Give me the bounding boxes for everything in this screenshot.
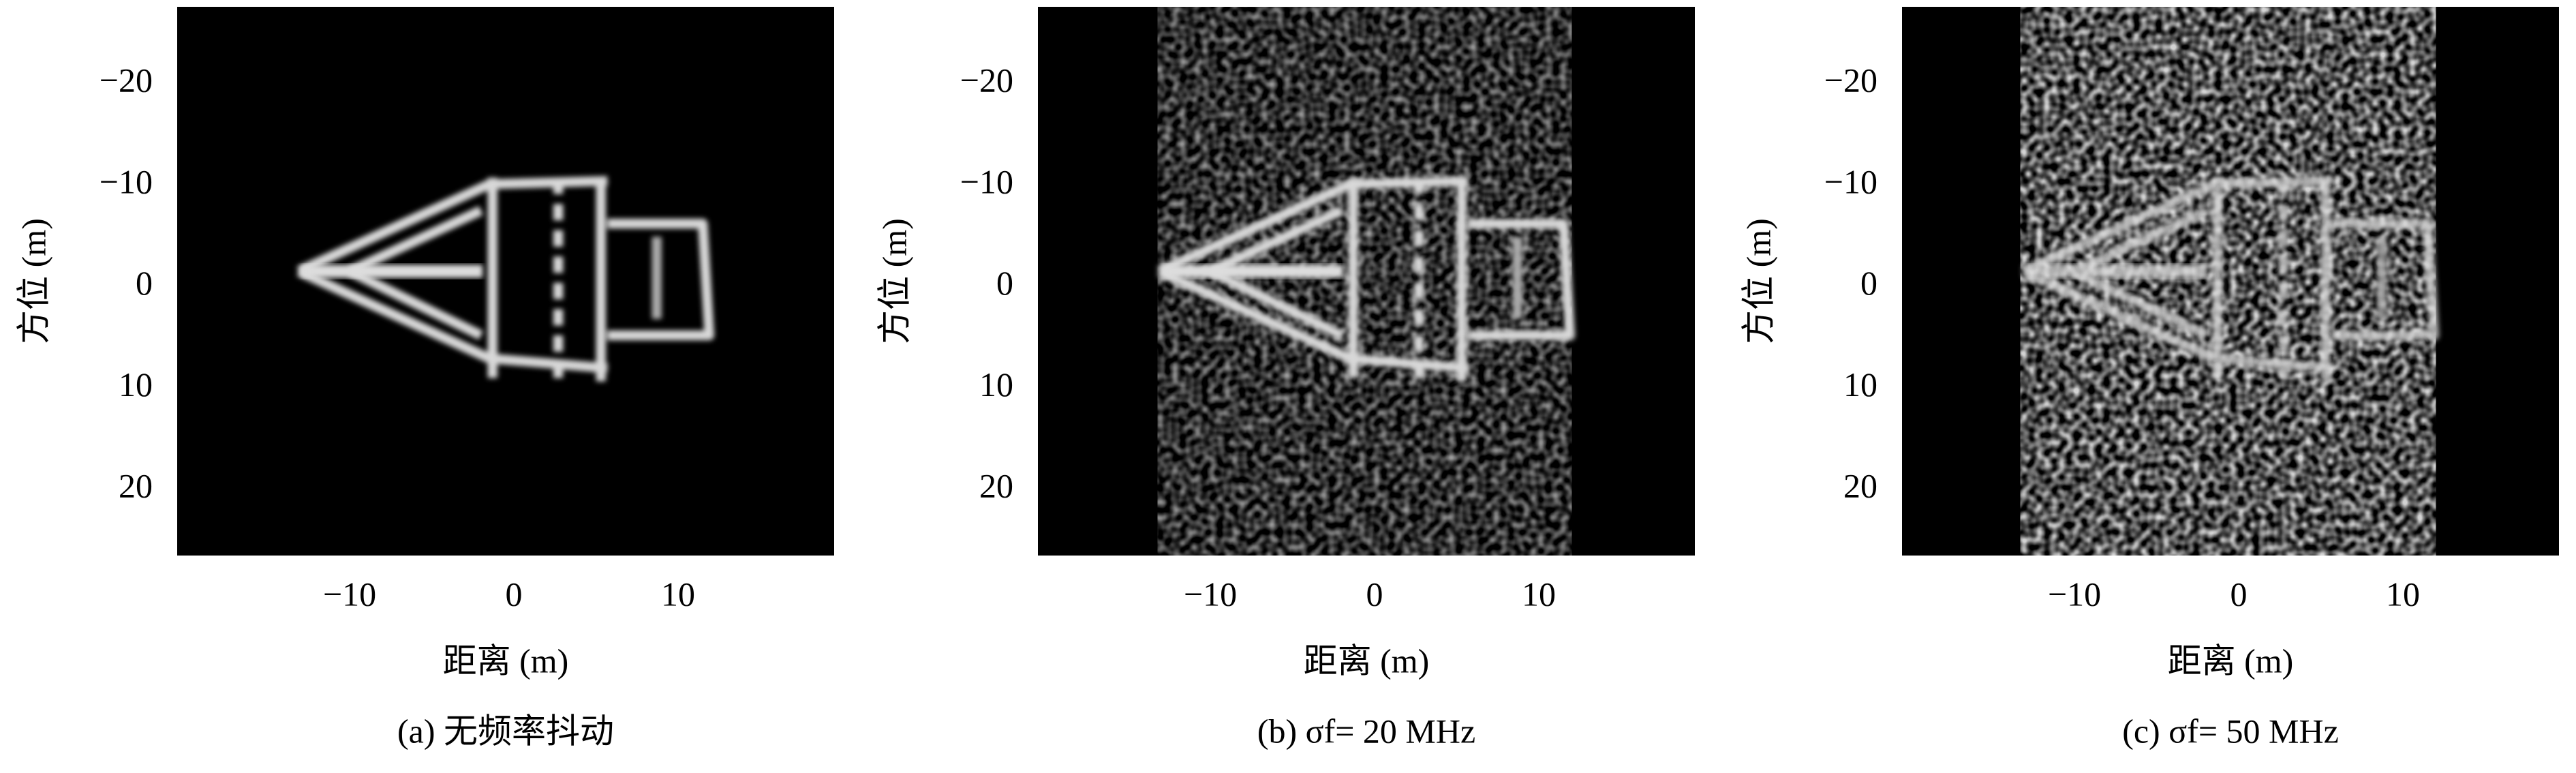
- y-tick-label: 10: [119, 365, 153, 404]
- caption: (c) σf= 50 MHz: [2122, 712, 2339, 750]
- y-tick-label: 10: [1843, 365, 1877, 404]
- y-axis-label: 方位 (m): [875, 218, 913, 344]
- x-tick-label: −10: [2048, 575, 2101, 613]
- y-tick-label: 0: [1860, 264, 1877, 302]
- y-axis-label: 方位 (m): [14, 218, 52, 344]
- x-tick-label: 10: [1522, 575, 1556, 613]
- y-tick-label: −10: [99, 162, 153, 200]
- image-a: [177, 7, 834, 556]
- y-tick-label: 20: [1843, 467, 1877, 505]
- y-tick-label: 20: [119, 467, 153, 505]
- x-tick-label: 0: [1366, 575, 1383, 613]
- x-tick-label: −10: [1184, 575, 1237, 613]
- caption: (a) 无频率抖动: [397, 712, 614, 750]
- x-tick-label: 10: [661, 575, 695, 613]
- x-axis-label: 距离 (m): [2168, 641, 2294, 680]
- caption: (b) σf= 20 MHz: [1257, 712, 1475, 750]
- y-tick-label: 0: [136, 264, 153, 302]
- x-axis-label: 距离 (m): [1304, 641, 1430, 680]
- x-tick-label: 0: [2230, 575, 2248, 613]
- x-axis-label: 距离 (m): [443, 641, 569, 680]
- y-tick-label: −20: [960, 61, 1013, 100]
- y-tick-label: −20: [99, 61, 153, 100]
- x-tick-label: 0: [506, 575, 523, 613]
- x-tick-label: 10: [2386, 575, 2420, 613]
- image-b: [1038, 7, 1695, 556]
- y-tick-label: 10: [979, 365, 1013, 404]
- x-tick-label: −10: [323, 575, 376, 613]
- y-tick-label: −10: [1824, 162, 1877, 200]
- y-tick-label: 20: [979, 467, 1013, 505]
- y-axis-label: 方位 (m): [1739, 218, 1777, 344]
- image-c: [1902, 7, 2559, 556]
- y-tick-label: −20: [1824, 61, 1877, 100]
- y-tick-label: −10: [960, 162, 1013, 200]
- y-tick-label: 0: [996, 264, 1013, 302]
